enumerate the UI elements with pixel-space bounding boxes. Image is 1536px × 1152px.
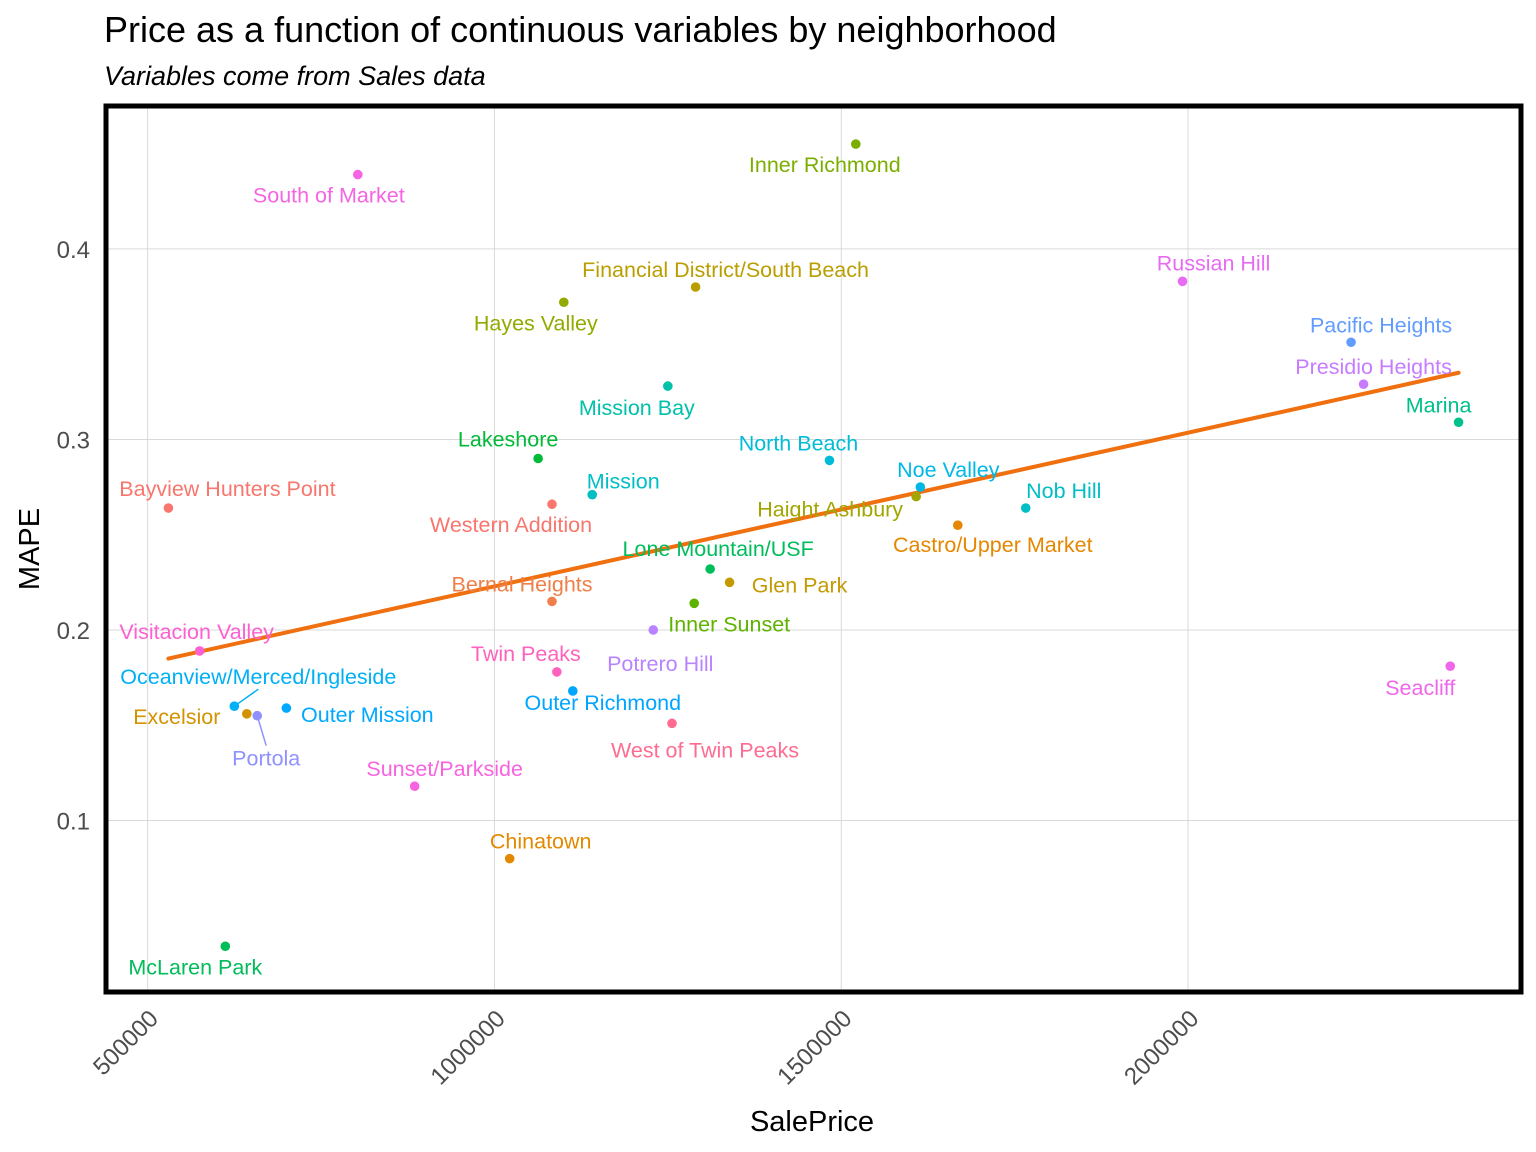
point-label: Visitacion Valley [119,620,274,644]
chart-subtitle: Variables come from Sales data [104,61,486,91]
point-label: McLaren Park [128,955,262,979]
data-point [690,282,701,292]
data-point [242,709,252,719]
data-point [667,718,677,729]
data-point [587,489,598,500]
data-point [952,520,963,530]
x-axis-ticks: 500000 1000000 1500000 2000000 [88,1005,1204,1090]
point-label: Oceanview/Merced/Ingleside [120,665,396,689]
data-point [911,491,921,502]
point-label: Western Addition [430,513,592,537]
x-tick-label: 1000000 [426,1005,511,1090]
data-point [1177,276,1188,287]
point-label: Hayes Valley [474,311,598,335]
point-label: Chinatown [490,830,592,854]
y-tick-label: 0.2 [57,618,90,645]
point-label: Inner Sunset [668,612,790,636]
point-labels: Bayview Hunters Point Visitacion Valley Oc… [119,153,1471,979]
point-label: Seacliff [1385,676,1455,700]
point-label: Excelsior [133,705,220,729]
data-point [915,482,926,492]
data-point [724,577,735,588]
x-tick-label: 2000000 [1119,1005,1204,1090]
data-point [558,297,569,308]
y-axis-ticks: 0.1 0.2 0.3 0.4 [57,237,90,836]
point-label: Potrero Hill [607,652,713,676]
x-tick-label: 1500000 [772,1005,857,1090]
data-point [648,625,659,635]
data-point [663,381,673,391]
data-point [409,781,420,792]
y-tick-label: 0.4 [57,237,90,264]
data-point [1453,417,1464,428]
data-point [689,598,699,609]
x-tick-label: 500000 [88,1005,164,1081]
point-label: Glen Park [752,573,848,597]
data-point [194,646,205,656]
point-label: Lakeshore [458,427,558,451]
point-label: West of Twin Peaks [611,738,799,762]
label-leader-line [233,688,259,707]
data-point [824,455,835,466]
point-label: Outer Mission [301,703,434,727]
plot-frame [103,103,1524,995]
data-point [547,499,557,510]
point-label: Mission Bay [579,396,695,420]
data-point [1020,503,1031,513]
point-label: Lone Mountain/USF [623,537,814,561]
point-label: North Beach [739,431,859,455]
data-point [568,686,578,696]
data-point [1346,337,1356,348]
point-label: Bayview Hunters Point [119,477,335,501]
x-axis-title: SalePrice [750,1106,874,1138]
trend-line-layer [166,370,1461,661]
data-point [220,941,231,952]
data-point [504,853,515,864]
point-label: Bernal Heights [451,572,592,596]
point-label: Haight Ashbury [757,498,903,522]
point-label: Portola [232,747,300,771]
label-leader-line [256,715,267,746]
data-point [851,139,861,149]
y-tick-label: 0.3 [57,427,90,454]
point-label: Castro/Upper Market [893,533,1093,557]
point-label: Marina [1406,393,1472,417]
point-label: Noe Valley [897,458,1000,482]
data-point [1445,661,1456,671]
gridlines [106,106,1521,992]
point-label: Inner Richmond [749,153,901,177]
point-label: Twin Peaks [471,642,581,666]
y-tick-label: 0.1 [57,809,90,836]
point-label: Pacific Heights [1310,313,1452,337]
point-label: South of Market [253,184,405,208]
chart-title: Price as a function of continuous variab… [104,9,1057,50]
data-point [547,596,557,607]
point-label: Nob Hill [1026,479,1101,503]
trend-line [166,370,1461,661]
data-point [705,564,715,574]
point-label: Presidio Heights [1295,355,1452,379]
point-label: Sunset/Parkside [366,757,523,781]
point-label: Mission [587,470,660,494]
data-point [163,503,174,513]
data-point [552,667,562,677]
data-point [352,169,363,180]
point-label: Outer Richmond [525,691,682,715]
data-point [533,453,543,464]
point-label: Financial District/South Beach [582,258,869,282]
y-axis-title: MAPE [14,508,46,590]
data-point [1358,379,1369,389]
data-point [281,703,292,713]
point-label: Russian Hill [1157,251,1271,275]
